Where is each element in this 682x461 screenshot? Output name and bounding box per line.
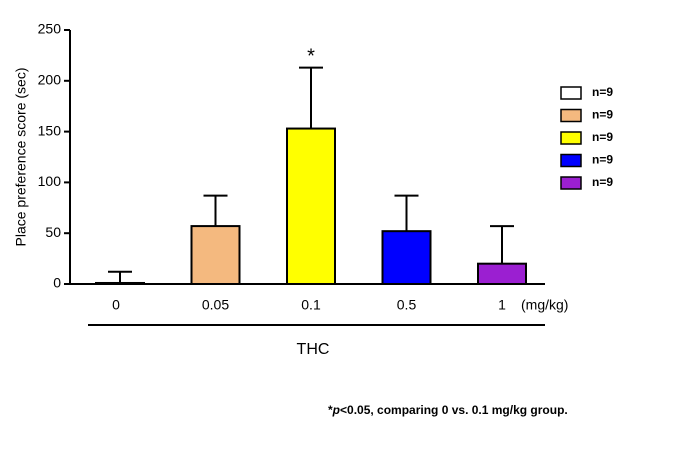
x-tick-label: 0.1 <box>301 297 321 313</box>
bar <box>190 225 241 285</box>
footnote: *p<0.05, comparing 0 vs. 0.1 mg/kg group… <box>328 403 568 417</box>
significance-marker: * <box>307 45 315 67</box>
y-tick-label: 100 <box>38 173 62 189</box>
footnote-italic: p <box>332 403 340 417</box>
bar <box>286 127 336 285</box>
x-axis-label: THC <box>297 341 330 358</box>
y-tick-label: 150 <box>38 122 62 138</box>
y-tick-label: 50 <box>45 224 61 240</box>
footnote-text: <0.05, comparing 0 vs. 0.1 mg/kg group. <box>340 403 568 417</box>
y-axis-label: Place preference score (sec) <box>13 68 29 247</box>
y-tick-label: 0 <box>53 275 61 291</box>
legend-label: n=9 <box>592 108 613 122</box>
legend-swatch <box>560 131 582 145</box>
footnote-marker: * <box>328 403 333 417</box>
legend-label: n=9 <box>592 85 613 99</box>
x-tick-label: 0.5 <box>397 297 417 313</box>
legend-label: n=9 <box>592 153 613 167</box>
legend-swatch <box>560 153 582 168</box>
legend-label: n=9 <box>592 175 613 189</box>
x-tick-label: 0 <box>112 297 120 313</box>
bar <box>477 262 527 285</box>
legend-swatch <box>560 176 582 190</box>
x-tick-label: 0.05 <box>202 297 229 313</box>
x-tick-label: 1 <box>498 297 506 313</box>
x-unit: (mg/kg) <box>521 297 568 313</box>
legend-label: n=9 <box>592 130 613 144</box>
y-tick-label: 200 <box>38 72 62 88</box>
y-tick-label: 250 <box>38 21 62 37</box>
legend-swatch <box>560 108 582 123</box>
bar <box>381 230 432 285</box>
legend-swatch <box>560 86 582 100</box>
